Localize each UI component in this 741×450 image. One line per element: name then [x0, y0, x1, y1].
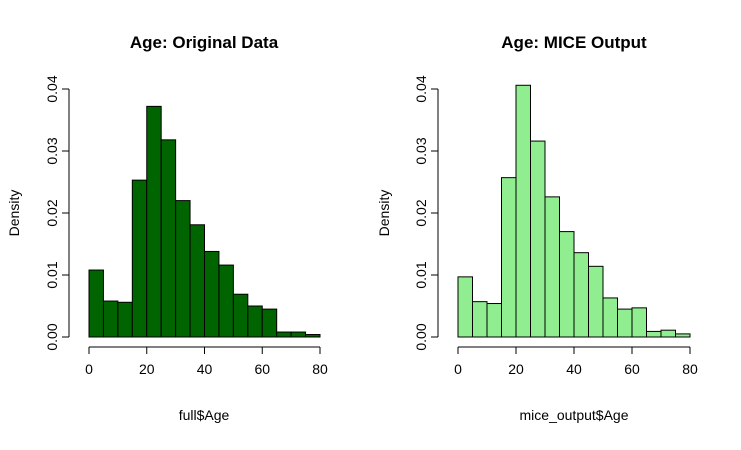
histogram-bars — [88, 105, 321, 338]
histogram-bar — [617, 308, 633, 338]
mice-output-panel: Age: MICE Output mice_output$Age Density… — [376, 33, 698, 423]
histogram-bar — [675, 333, 691, 338]
x-tick-label: 0 — [85, 361, 93, 377]
y-tick-label: 0.00 — [413, 323, 429, 350]
chart-title: Age: Original Data — [130, 33, 279, 52]
x-axis: 0 20 40 60 80 — [85, 346, 328, 377]
histogram-bar — [486, 303, 502, 338]
histogram-bar — [472, 301, 488, 338]
x-tick-label: 40 — [197, 361, 213, 377]
histogram-bar — [102, 300, 119, 338]
histogram-bar — [175, 200, 191, 338]
histogram-bar — [204, 250, 220, 338]
x-tick-label: 20 — [508, 361, 524, 377]
y-tick-label: 0.04 — [44, 75, 60, 102]
histogram-bar — [559, 231, 575, 338]
y-axis-label: Density — [6, 190, 22, 237]
histogram-bar — [588, 265, 604, 338]
x-tick-label: 80 — [682, 361, 698, 377]
histogram-bar — [189, 224, 205, 338]
x-tick-label: 40 — [566, 361, 582, 377]
histogram-bar — [457, 276, 473, 338]
histogram-bar — [631, 307, 647, 338]
histogram-bar — [117, 301, 133, 338]
x-axis-label: mice_output$Age — [520, 407, 629, 423]
histogram-bar — [602, 297, 618, 338]
histogram-bar — [276, 331, 292, 338]
histogram-bar — [146, 105, 162, 338]
y-tick-label: 0.01 — [44, 261, 60, 288]
histogram-bar — [660, 329, 676, 338]
histogram-bar — [515, 84, 531, 338]
original-data-panel: Age: Original Data full$Age Density 0 20 4… — [6, 33, 328, 423]
histogram-bar — [530, 140, 546, 338]
x-tick-label: 60 — [254, 361, 270, 377]
histogram-bar — [544, 196, 560, 338]
histogram-bars — [457, 84, 691, 338]
y-tick-label: 0.03 — [413, 137, 429, 164]
histogram-bar — [290, 331, 307, 338]
x-tick-label: 60 — [624, 361, 640, 377]
y-tick-label: 0.02 — [44, 199, 60, 226]
x-axis-label: full$Age — [179, 407, 230, 423]
histogram-bar — [160, 139, 177, 338]
histogram-bar — [305, 334, 321, 338]
x-tick-label: 0 — [454, 361, 462, 377]
y-tick-label: 0.03 — [44, 137, 60, 164]
histogram-bar — [88, 269, 104, 338]
histogram-bar — [646, 330, 662, 338]
y-tick-label: 0.02 — [413, 199, 429, 226]
y-tick-label: 0.01 — [413, 261, 429, 288]
y-tick-label: 0.04 — [413, 75, 429, 102]
y-axis: 0.00 0.01 0.02 0.03 0.04 — [44, 75, 70, 351]
x-axis: 0 20 40 60 80 — [454, 346, 698, 377]
histogram-bar — [218, 264, 234, 338]
histogram-bar — [573, 252, 589, 338]
histogram-bar — [247, 305, 263, 338]
histogram-bar — [261, 308, 278, 338]
histogram-bar — [501, 177, 517, 338]
x-tick-label: 80 — [312, 361, 328, 377]
y-axis: 0.00 0.01 0.02 0.03 0.04 — [413, 75, 439, 351]
histogram-bar — [131, 179, 148, 338]
y-axis-label: Density — [376, 190, 392, 237]
chart-title: Age: MICE Output — [501, 33, 647, 52]
y-tick-label: 0.00 — [44, 323, 60, 350]
histogram-bar — [232, 293, 249, 338]
x-tick-label: 20 — [139, 361, 155, 377]
